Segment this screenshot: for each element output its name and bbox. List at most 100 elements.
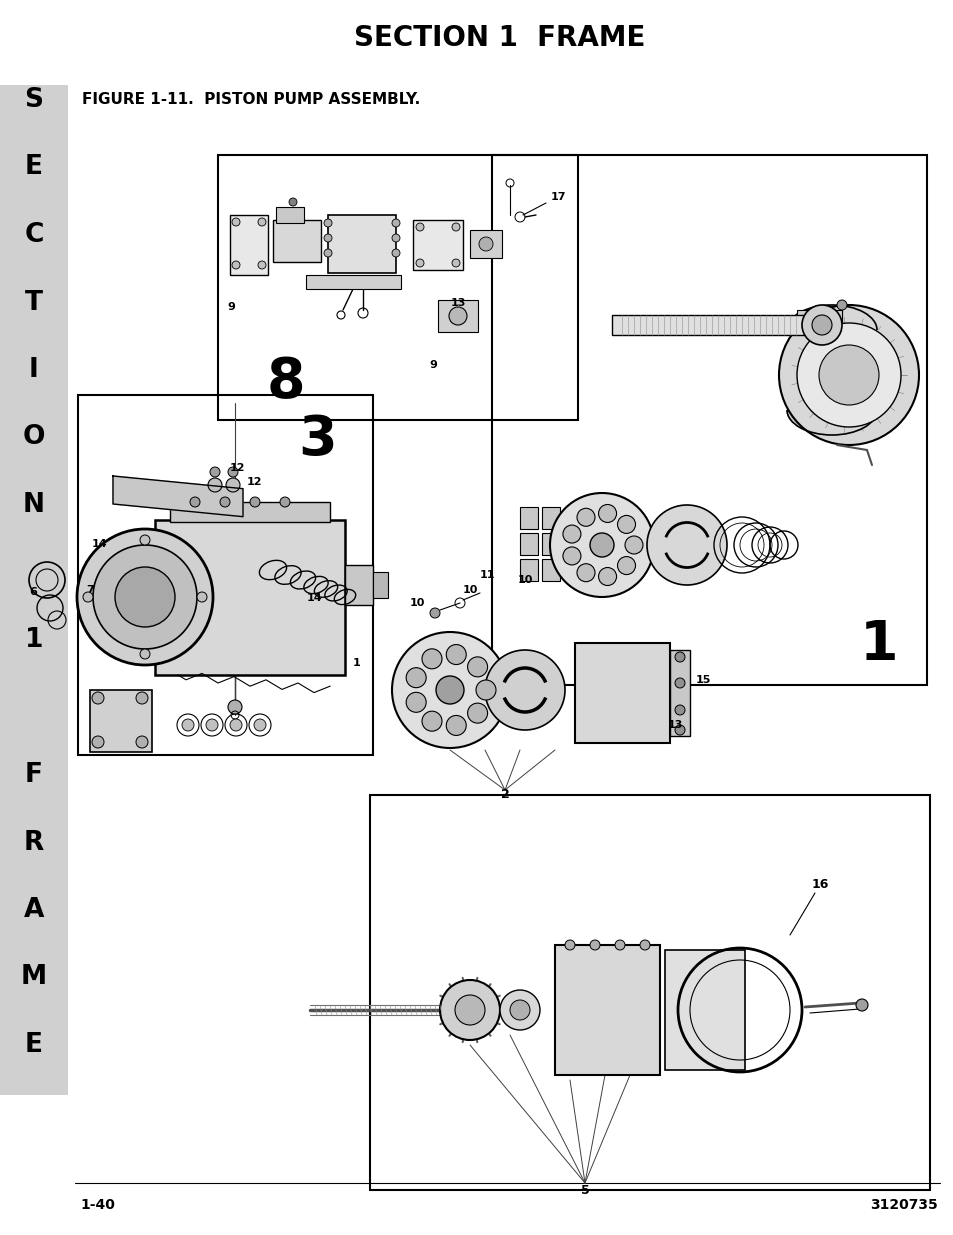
Circle shape	[598, 568, 616, 585]
Circle shape	[446, 715, 466, 736]
Text: 10: 10	[517, 576, 532, 585]
Bar	[370, 795, 929, 1191]
Circle shape	[226, 478, 240, 492]
Circle shape	[289, 198, 296, 206]
Circle shape	[392, 233, 399, 242]
Text: 3: 3	[298, 412, 337, 467]
Circle shape	[208, 478, 222, 492]
Bar	[470, 230, 501, 258]
Circle shape	[617, 515, 635, 534]
Circle shape	[140, 535, 150, 545]
Bar	[170, 501, 330, 522]
Circle shape	[617, 557, 635, 574]
Bar	[664, 950, 744, 1070]
Text: 10: 10	[409, 598, 424, 608]
Circle shape	[577, 563, 595, 582]
Circle shape	[406, 668, 426, 688]
Circle shape	[675, 705, 684, 715]
Text: O: O	[23, 425, 45, 451]
Circle shape	[210, 467, 220, 477]
Circle shape	[228, 467, 237, 477]
Bar	[230, 215, 268, 275]
Text: M: M	[21, 965, 47, 990]
Bar	[78, 395, 373, 755]
Bar	[373, 572, 388, 598]
Bar	[328, 215, 395, 273]
Bar	[519, 534, 537, 555]
Circle shape	[439, 981, 499, 1040]
Circle shape	[253, 719, 266, 731]
Bar	[90, 690, 152, 752]
Circle shape	[589, 534, 614, 557]
Circle shape	[115, 567, 174, 627]
Circle shape	[421, 648, 441, 669]
Bar	[0, 85, 68, 1095]
Text: S: S	[25, 86, 44, 112]
Polygon shape	[786, 410, 876, 435]
Circle shape	[406, 693, 426, 713]
Circle shape	[257, 261, 266, 269]
Circle shape	[478, 237, 493, 251]
Bar	[275, 207, 304, 224]
Text: 1: 1	[859, 618, 898, 672]
Circle shape	[232, 261, 240, 269]
Circle shape	[562, 547, 580, 564]
Circle shape	[510, 1000, 530, 1020]
Text: I: I	[30, 357, 39, 383]
Text: C: C	[24, 222, 44, 248]
Circle shape	[446, 645, 466, 664]
Polygon shape	[786, 305, 876, 330]
Circle shape	[499, 990, 539, 1030]
Circle shape	[91, 736, 104, 748]
Circle shape	[564, 940, 575, 950]
Bar	[519, 559, 537, 580]
Bar	[555, 945, 659, 1074]
Text: T: T	[25, 289, 43, 315]
Bar	[612, 315, 811, 335]
Circle shape	[796, 324, 900, 427]
Text: 10: 10	[462, 585, 477, 595]
Text: E: E	[25, 1032, 43, 1058]
Bar	[273, 220, 320, 262]
Bar	[437, 300, 477, 332]
Text: 2: 2	[500, 788, 509, 802]
Circle shape	[182, 719, 193, 731]
Circle shape	[136, 736, 148, 748]
Circle shape	[250, 496, 260, 508]
Circle shape	[624, 536, 642, 555]
Circle shape	[452, 224, 459, 231]
Bar	[492, 156, 926, 685]
Circle shape	[484, 650, 564, 730]
Circle shape	[675, 678, 684, 688]
Circle shape	[449, 308, 467, 325]
Text: 6: 6	[29, 587, 37, 597]
Text: 1: 1	[25, 627, 43, 653]
Circle shape	[646, 505, 726, 585]
Text: F: F	[25, 762, 43, 788]
Text: 11: 11	[478, 571, 495, 580]
Text: 14: 14	[92, 538, 108, 550]
Circle shape	[430, 608, 439, 618]
Bar	[413, 220, 462, 270]
Text: N: N	[23, 492, 45, 517]
Circle shape	[467, 703, 487, 724]
Circle shape	[324, 249, 332, 257]
Text: 17: 17	[550, 191, 565, 203]
Polygon shape	[112, 475, 243, 516]
Circle shape	[230, 719, 242, 731]
Text: R: R	[24, 830, 44, 856]
Circle shape	[392, 249, 399, 257]
Circle shape	[206, 719, 218, 731]
Bar	[541, 508, 559, 529]
Circle shape	[220, 496, 230, 508]
Circle shape	[452, 259, 459, 267]
Circle shape	[232, 219, 240, 226]
Circle shape	[811, 315, 831, 335]
Text: 13: 13	[666, 720, 682, 730]
Circle shape	[83, 592, 92, 601]
Text: 9: 9	[429, 359, 436, 370]
Circle shape	[801, 305, 841, 345]
Circle shape	[416, 224, 423, 231]
Bar	[345, 564, 373, 605]
Circle shape	[416, 259, 423, 267]
